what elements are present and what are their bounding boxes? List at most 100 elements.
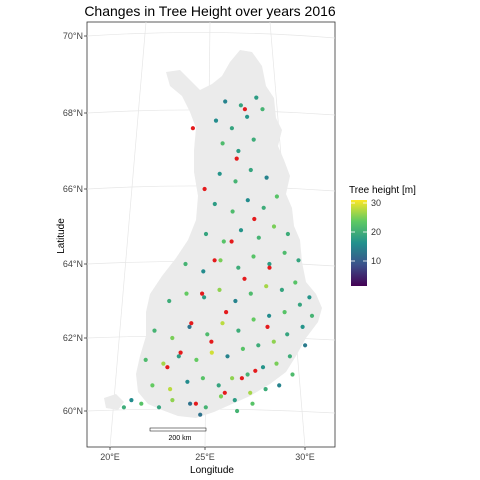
tree-height-point [236, 265, 241, 270]
x-tick-label: 30°E [295, 452, 315, 462]
tree-height-point [267, 313, 272, 318]
tree-height-point [221, 239, 226, 244]
tree-height-point [254, 95, 259, 100]
tree-height-point [240, 346, 245, 351]
tree-height-point [248, 291, 253, 296]
tree-height-point [230, 209, 235, 214]
graticule-20e [109, 22, 147, 447]
x-tick-label: 25°E [195, 452, 215, 462]
tree-height-point [309, 313, 315, 318]
highlighted-point [193, 401, 198, 406]
tree-height-point [256, 235, 261, 240]
highlighted-point [229, 239, 234, 244]
highlighted-point [209, 339, 214, 344]
y-tick-label: 60°N [63, 406, 83, 416]
tree-height-point [233, 179, 238, 184]
tree-height-point [287, 354, 292, 359]
aland-islands [104, 394, 124, 410]
tree-height-point [152, 328, 157, 333]
tree-height-point [194, 357, 199, 362]
tree-height-point [307, 295, 312, 300]
tree-height-point [205, 332, 210, 337]
highlighted-point [190, 126, 195, 131]
tree-height-point [271, 224, 277, 229]
highlighted-point [239, 376, 244, 381]
tree-height-point [220, 141, 225, 146]
tree-height-point [220, 321, 225, 326]
tree-height-point [267, 261, 272, 267]
tree-height-point [251, 254, 256, 259]
highlighted-point [178, 350, 183, 355]
tree-height-point [245, 114, 250, 119]
legend-tick-label: 30 [371, 198, 381, 208]
tree-height-point [223, 99, 228, 104]
scale-bar-label: 200 km [169, 435, 192, 442]
legend-colorbar [351, 200, 367, 286]
tree-height-point [184, 291, 189, 296]
tree-height-point [264, 175, 269, 180]
highlighted-point [212, 258, 217, 263]
tree-height-point [290, 372, 295, 377]
tree-height-point [300, 324, 305, 329]
tree-height-point [260, 107, 265, 112]
tree-height-point [285, 332, 290, 337]
y-tick-label: 66°N [63, 184, 83, 194]
y-tick-label: 62°N [63, 333, 83, 343]
highlighted-point [267, 265, 272, 270]
tree-height-point [202, 295, 207, 300]
tree-height-point [248, 390, 253, 395]
y-axis-label: Latitude [56, 218, 67, 254]
tree-height-point [143, 357, 148, 362]
legend-title: Tree height [m] [349, 185, 416, 196]
graticule-70n [87, 32, 335, 39]
tree-height-point [245, 372, 250, 377]
tree-height-point [297, 302, 302, 307]
highlighted-point [202, 186, 207, 192]
y-tick-label: 70°N [63, 31, 83, 41]
tree-height-point [274, 194, 279, 199]
tree-height-point [296, 258, 301, 263]
tree-height-point [293, 280, 298, 285]
x-axis: 20°E 25°E 30°E [100, 452, 315, 462]
tree-height-point [183, 261, 188, 267]
tree-height-point [185, 379, 190, 384]
tree-height-point [282, 310, 287, 315]
tree-height-point [279, 287, 284, 292]
tree-height-point [188, 401, 193, 406]
tree-height-point [198, 412, 203, 417]
highlighted-point [234, 156, 239, 161]
highlighted-point [252, 216, 257, 222]
tree-height-point [282, 250, 287, 255]
tree-height-point [230, 376, 235, 381]
scale-bar: 200 km [149, 427, 207, 442]
tree-height-point [277, 383, 282, 388]
tree-height-point [238, 228, 244, 233]
x-axis-label: Longitude [190, 465, 234, 476]
tree-height-point [238, 103, 243, 108]
tree-height-point [167, 298, 172, 304]
tree-height-point [236, 148, 241, 154]
tree-height-point [260, 365, 266, 370]
highlighted-point [189, 321, 194, 326]
tree-height-point [218, 394, 224, 399]
legend-tick-label: 20 [371, 227, 381, 237]
tree-height-point [256, 343, 261, 348]
dot-layer [121, 95, 315, 417]
tree-height-point [236, 328, 241, 333]
tree-height-point [209, 350, 214, 355]
tree-height-point [187, 324, 192, 329]
tree-height-point [218, 258, 223, 263]
tree-height-point [176, 354, 181, 359]
tree-height-point [170, 335, 175, 341]
tree-height-point [264, 284, 269, 289]
tree-height-point [201, 269, 206, 274]
tree-height-point [212, 201, 217, 207]
finland-landmass [136, 50, 322, 418]
tree-height-point [251, 137, 256, 142]
legend: Tree height [m] 30 20 10 [349, 185, 416, 286]
tree-height-point [216, 383, 221, 388]
tree-height-point [251, 317, 256, 322]
tree-height-point [170, 398, 175, 403]
highlighted-point [165, 365, 170, 370]
